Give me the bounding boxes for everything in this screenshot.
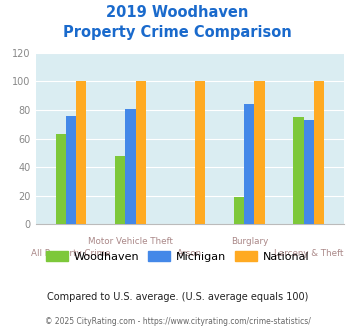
Bar: [294, 117, 304, 224]
Text: All Property Crime: All Property Crime: [32, 249, 111, 258]
Text: Motor Vehicle Theft: Motor Vehicle Theft: [88, 237, 173, 246]
Text: Arson: Arson: [178, 249, 202, 258]
Text: Larceny & Theft: Larceny & Theft: [274, 249, 343, 258]
Bar: [234, 197, 244, 224]
Legend: Woodhaven, Michigan, National: Woodhaven, Michigan, National: [41, 247, 314, 267]
Bar: [125, 109, 136, 224]
Text: 2019 Woodhaven: 2019 Woodhaven: [106, 5, 249, 20]
Text: Compared to U.S. average. (U.S. average equals 100): Compared to U.S. average. (U.S. average …: [47, 292, 308, 302]
Bar: [76, 82, 86, 224]
Bar: [115, 156, 125, 224]
Bar: [195, 82, 205, 224]
Bar: [56, 134, 66, 224]
Text: © 2025 CityRating.com - https://www.cityrating.com/crime-statistics/: © 2025 CityRating.com - https://www.city…: [45, 317, 310, 326]
Bar: [244, 104, 255, 224]
Text: Burglary: Burglary: [231, 237, 268, 246]
Bar: [314, 82, 324, 224]
Bar: [136, 82, 146, 224]
Text: Property Crime Comparison: Property Crime Comparison: [63, 25, 292, 40]
Bar: [66, 116, 76, 224]
Bar: [304, 120, 314, 224]
Bar: [255, 82, 264, 224]
